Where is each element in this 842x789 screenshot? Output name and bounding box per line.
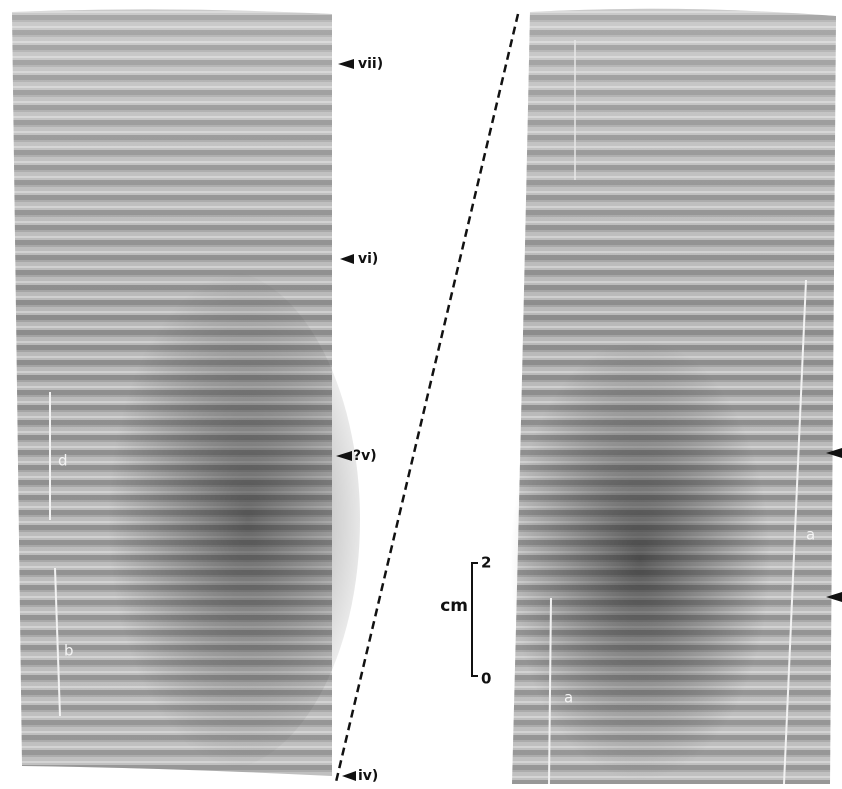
markers: vii) vi) ?v) iv)	[336, 56, 842, 784]
right-core: a a	[510, 8, 836, 785]
scale-unit: cm	[440, 596, 468, 616]
scale-top: 2	[481, 554, 491, 572]
scale-bar: 2 0 cm	[440, 554, 491, 688]
marker-label: vii)	[358, 56, 383, 72]
connector	[334, 13, 520, 783]
segment-label: a	[564, 689, 573, 707]
left-core: d b	[12, 9, 360, 776]
marker-label: ?v)	[353, 448, 377, 464]
segment-label: a	[806, 526, 815, 544]
marker-label: iv)	[358, 768, 378, 784]
marker-label: vi)	[358, 251, 378, 267]
segment-label: b	[64, 642, 74, 660]
segment-label: d	[58, 452, 68, 470]
scale-bottom: 0	[481, 670, 491, 688]
